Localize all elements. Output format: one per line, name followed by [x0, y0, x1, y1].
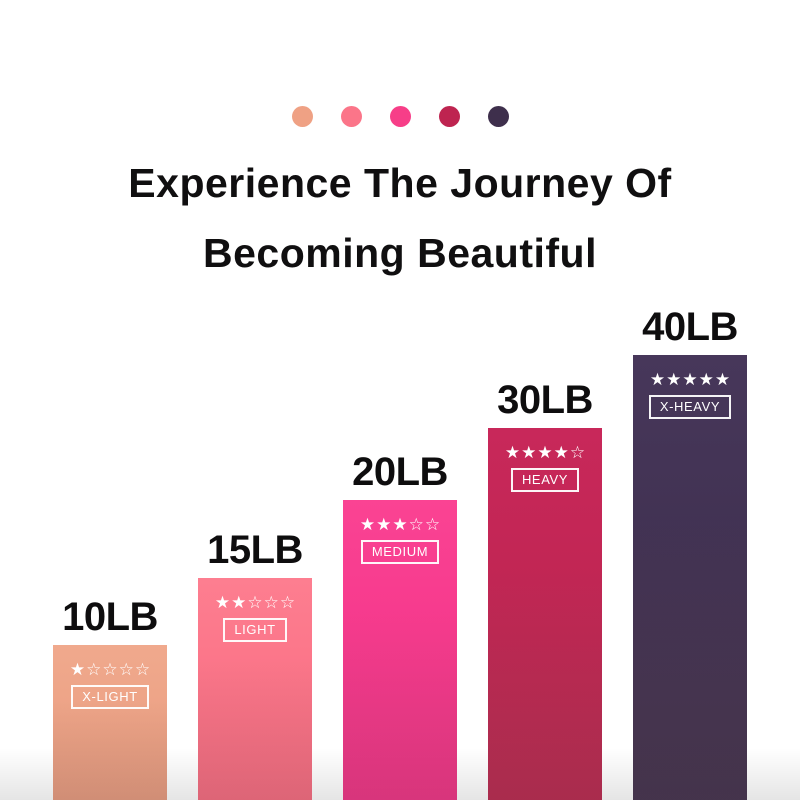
star-filled-icon: ★	[69, 660, 86, 679]
dot-heavy	[438, 106, 460, 127]
bar-weight-label: 30LB	[497, 378, 593, 422]
bar-x-light[interactable]: ★ ☆ ☆ ☆ ☆ X-LIGHT	[53, 645, 167, 800]
tier-badge: X-LIGHT	[71, 685, 149, 709]
star-empty-icon: ☆	[408, 515, 424, 534]
star-empty-icon: ☆	[569, 443, 586, 462]
bar-gradient-overlay	[633, 355, 747, 800]
bar-group-x-heavy: 40LB ★ ★ ★ ★ ★ X-HEAVY	[633, 297, 747, 800]
bar-content: ★ ★ ★ ★ ☆ HEAVY	[488, 428, 602, 492]
bar-content: ★ ☆ ☆ ☆ ☆ X-LIGHT	[53, 645, 167, 709]
bar-weight-label: 40LB	[642, 305, 738, 349]
tier-badge: MEDIUM	[360, 540, 440, 564]
star-filled-icon: ★	[537, 443, 553, 462]
dot-x-heavy	[487, 106, 509, 127]
star-rating: ★ ★ ★ ★ ☆	[505, 444, 585, 461]
star-filled-icon: ★	[553, 443, 569, 462]
star-filled-icon: ★	[682, 370, 698, 389]
star-filled-icon: ★	[214, 593, 231, 612]
star-empty-icon: ☆	[247, 593, 263, 612]
bar-group-light: 15LB ★ ★ ☆ ☆ ☆ LIGHT	[198, 520, 312, 800]
tier-badge: X-HEAVY	[648, 395, 732, 419]
star-rating: ★ ★ ☆ ☆ ☆	[215, 594, 295, 611]
star-rating: ★ ★ ★ ☆ ☆	[360, 516, 440, 533]
bar-content: ★ ★ ★ ★ ★ X-HEAVY	[633, 355, 747, 419]
bar-content: ★ ★ ☆ ☆ ☆ LIGHT	[198, 578, 312, 642]
bar-weight-label: 10LB	[62, 595, 158, 639]
star-filled-icon: ★	[359, 515, 376, 534]
star-rating: ★ ★ ★ ★ ★	[650, 371, 730, 388]
dot-medium	[389, 106, 411, 127]
bar-group-x-light: 10LB ★ ☆ ☆ ☆ ☆ X-LIGHT	[53, 587, 167, 800]
star-rating: ★ ☆ ☆ ☆ ☆	[70, 661, 150, 678]
star-filled-icon: ★	[714, 370, 731, 389]
bar-light[interactable]: ★ ★ ☆ ☆ ☆ LIGHT	[198, 578, 312, 800]
bar-heavy[interactable]: ★ ★ ★ ★ ☆ HEAVY	[488, 428, 602, 800]
bar-group-medium: 20LB ★ ★ ★ ☆ ☆ MEDIUM	[343, 442, 457, 800]
tier-badge: LIGHT	[223, 618, 287, 642]
star-empty-icon: ☆	[279, 593, 296, 612]
bar-medium[interactable]: ★ ★ ★ ☆ ☆ MEDIUM	[343, 500, 457, 800]
star-filled-icon: ★	[392, 515, 408, 534]
star-filled-icon: ★	[504, 443, 521, 462]
color-swatch-row	[0, 106, 800, 127]
star-filled-icon: ★	[666, 370, 682, 389]
bar-weight-label: 15LB	[207, 528, 303, 572]
star-empty-icon: ☆	[102, 660, 118, 679]
star-empty-icon: ☆	[424, 515, 441, 534]
dot-x-light	[291, 106, 313, 127]
star-filled-icon: ★	[698, 370, 714, 389]
star-filled-icon: ★	[649, 370, 666, 389]
headline-line-1: Experience The Journey Of	[128, 160, 672, 206]
tier-badge: HEAVY	[510, 468, 580, 492]
headline: Experience The Journey Of Becoming Beaut…	[0, 148, 800, 288]
star-empty-icon: ☆	[118, 660, 134, 679]
bar-weight-label: 20LB	[352, 450, 448, 494]
bar-content: ★ ★ ★ ☆ ☆ MEDIUM	[343, 500, 457, 564]
bar-x-heavy[interactable]: ★ ★ ★ ★ ★ X-HEAVY	[633, 355, 747, 800]
star-filled-icon: ★	[376, 515, 392, 534]
star-filled-icon: ★	[231, 593, 247, 612]
headline-line-2: Becoming Beautiful	[203, 230, 597, 276]
star-filled-icon: ★	[521, 443, 537, 462]
star-empty-icon: ☆	[134, 660, 151, 679]
dot-light	[340, 106, 362, 127]
bar-group-heavy: 30LB ★ ★ ★ ★ ☆ HEAVY	[488, 370, 602, 800]
star-empty-icon: ☆	[263, 593, 279, 612]
star-empty-icon: ☆	[86, 660, 102, 679]
